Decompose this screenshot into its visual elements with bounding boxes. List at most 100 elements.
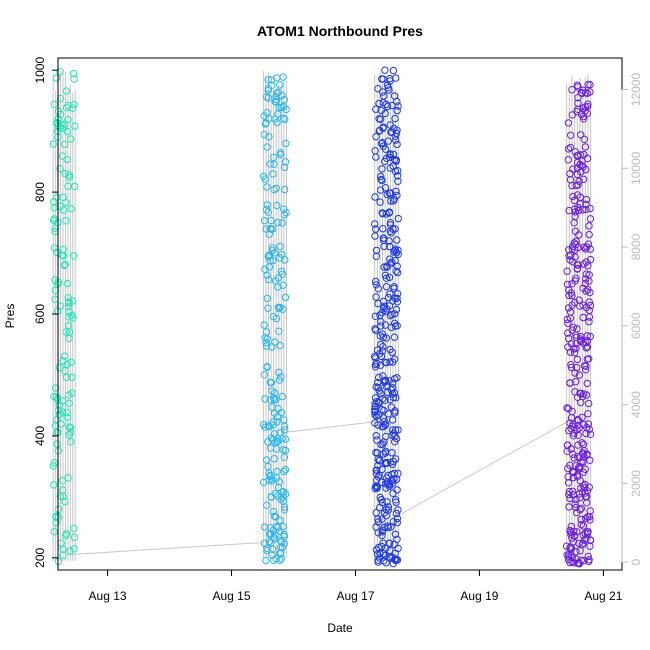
data-point xyxy=(578,541,586,549)
data-point xyxy=(55,401,64,409)
data-point xyxy=(582,366,590,374)
data-point xyxy=(386,164,394,172)
data-point xyxy=(386,290,394,298)
data-point xyxy=(379,394,387,403)
y-axis-label: Pres xyxy=(3,304,17,329)
data-point xyxy=(265,263,274,271)
profile-2 xyxy=(259,71,290,565)
data-point xyxy=(564,479,573,487)
data-point xyxy=(585,222,593,230)
data-point xyxy=(564,156,572,164)
data-point xyxy=(391,432,399,440)
data-point xyxy=(372,105,380,113)
data-point xyxy=(572,462,580,470)
data-point xyxy=(393,486,401,494)
data-point xyxy=(392,394,400,402)
data-point xyxy=(374,515,382,523)
data-point xyxy=(583,154,592,163)
data-point xyxy=(382,274,391,282)
data-point xyxy=(584,552,592,561)
data-point xyxy=(259,478,268,487)
data-point xyxy=(50,481,58,489)
data-point xyxy=(374,285,382,293)
data-point xyxy=(577,520,585,529)
data-point xyxy=(571,369,579,377)
data-point xyxy=(375,99,383,108)
data-point xyxy=(381,184,390,192)
data-point xyxy=(280,506,289,514)
data-point xyxy=(582,535,590,543)
data-point xyxy=(377,340,385,349)
data-point xyxy=(278,270,287,278)
data-point xyxy=(269,418,277,426)
data-point xyxy=(64,294,72,302)
data-point xyxy=(381,109,389,118)
data-point xyxy=(586,332,594,341)
data-point xyxy=(394,506,402,514)
data-point xyxy=(263,544,271,552)
data-point xyxy=(263,108,271,117)
x-tick-label: Aug 17 xyxy=(336,589,374,603)
chart-title: ATOM1 Northbound Pres xyxy=(257,23,423,39)
data-point xyxy=(378,330,387,338)
data-point xyxy=(264,252,272,261)
data-point xyxy=(372,246,381,255)
data-point xyxy=(372,133,380,141)
data-point xyxy=(393,106,401,115)
transit-line xyxy=(281,420,384,434)
data-point xyxy=(267,493,275,501)
data-point xyxy=(280,530,288,539)
data-point xyxy=(280,416,288,424)
data-point xyxy=(383,459,391,467)
data-point xyxy=(375,457,383,465)
data-point xyxy=(390,540,398,549)
data-point xyxy=(56,410,64,418)
data-point xyxy=(271,389,279,397)
data-point xyxy=(271,277,280,285)
data-point xyxy=(566,419,574,427)
data-point xyxy=(564,405,573,413)
data-point xyxy=(576,494,584,502)
data-point xyxy=(575,231,583,239)
data-point xyxy=(390,155,399,164)
data-point xyxy=(276,254,284,262)
data-point xyxy=(563,447,571,455)
data-point xyxy=(277,267,286,275)
data-point xyxy=(581,484,589,492)
data-point xyxy=(268,244,277,252)
data-point xyxy=(263,143,271,151)
data-point xyxy=(67,135,75,143)
data-point xyxy=(263,183,271,191)
data-point xyxy=(265,133,273,141)
data-point xyxy=(273,434,282,443)
data-point xyxy=(50,528,58,536)
data-point xyxy=(264,84,273,93)
data-point xyxy=(574,415,582,424)
data-point xyxy=(279,281,287,289)
y2-tick-label: 6000 xyxy=(629,312,643,339)
data-point xyxy=(61,497,69,506)
data-point xyxy=(393,172,402,180)
data-point xyxy=(378,406,386,414)
data-point xyxy=(569,165,577,173)
data-point xyxy=(583,379,591,388)
data-point xyxy=(390,333,399,341)
data-point xyxy=(260,217,269,225)
data-point xyxy=(263,335,271,343)
data-point xyxy=(70,252,78,260)
data-point xyxy=(393,518,401,527)
data-point xyxy=(385,553,394,561)
data-point xyxy=(273,89,281,98)
data-point xyxy=(374,421,382,429)
data-point xyxy=(372,470,380,478)
data-point xyxy=(584,262,592,270)
data-point xyxy=(384,137,392,145)
data-point xyxy=(574,99,582,107)
data-point xyxy=(579,115,588,123)
data-point xyxy=(275,376,284,384)
data-point xyxy=(54,513,63,521)
data-point xyxy=(585,399,593,408)
data-point xyxy=(272,97,280,106)
data-point xyxy=(578,439,586,447)
data-point xyxy=(64,299,73,307)
